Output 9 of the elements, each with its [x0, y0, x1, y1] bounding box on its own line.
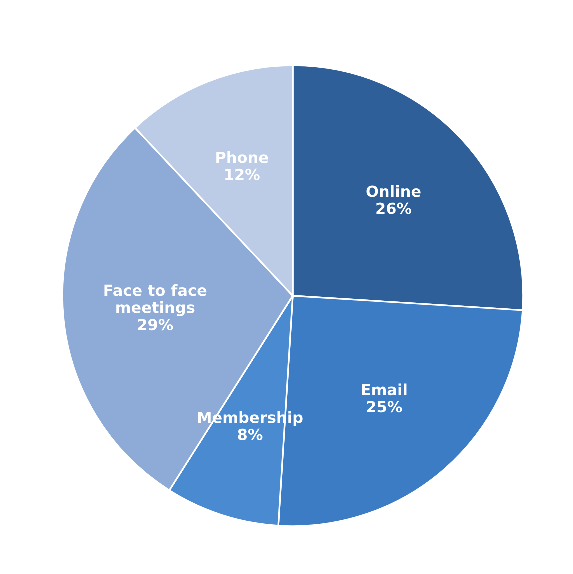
data-label: 25%	[367, 401, 402, 413]
slice-label: Face to face meetings	[104, 284, 207, 316]
slice-label: Online	[366, 185, 421, 198]
data-label: 26%	[376, 202, 412, 214]
data-label: 12%	[226, 168, 260, 180]
slice-label: Email	[362, 384, 407, 396]
data-label: 29%	[138, 319, 174, 331]
slice-label: Phone	[216, 152, 268, 164]
data-label: 8%	[238, 428, 263, 440]
